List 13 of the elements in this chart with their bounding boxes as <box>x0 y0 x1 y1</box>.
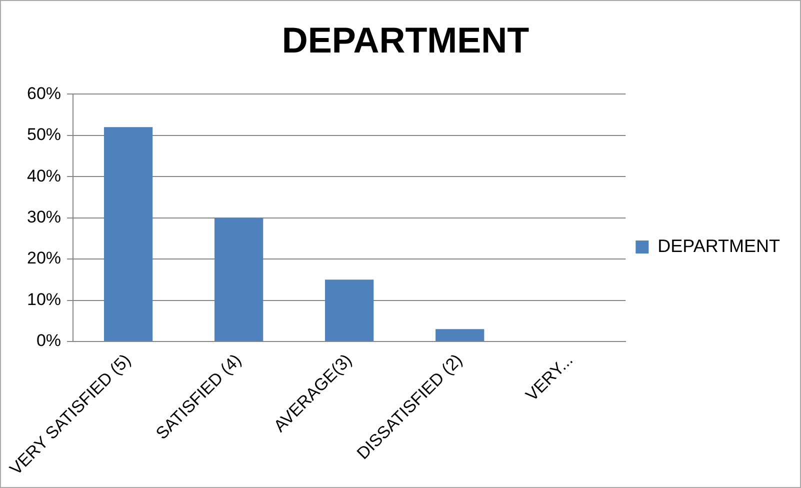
bar <box>214 218 264 341</box>
bar <box>325 280 374 341</box>
y-tick-label: 30% <box>26 208 62 227</box>
y-tick-label: 60% <box>26 84 62 103</box>
bar <box>104 127 153 341</box>
y-tick-label: 20% <box>26 248 62 268</box>
y-tick-label: 0% <box>36 331 62 350</box>
y-tick-label: 50% <box>26 125 62 144</box>
bar <box>436 329 484 341</box>
chart-title: DEPARTMENT <box>282 20 530 61</box>
y-tick-label: 40% <box>26 166 62 186</box>
legend-label: DEPARTMENT <box>658 236 780 256</box>
y-tick-label: 10% <box>26 290 62 309</box>
